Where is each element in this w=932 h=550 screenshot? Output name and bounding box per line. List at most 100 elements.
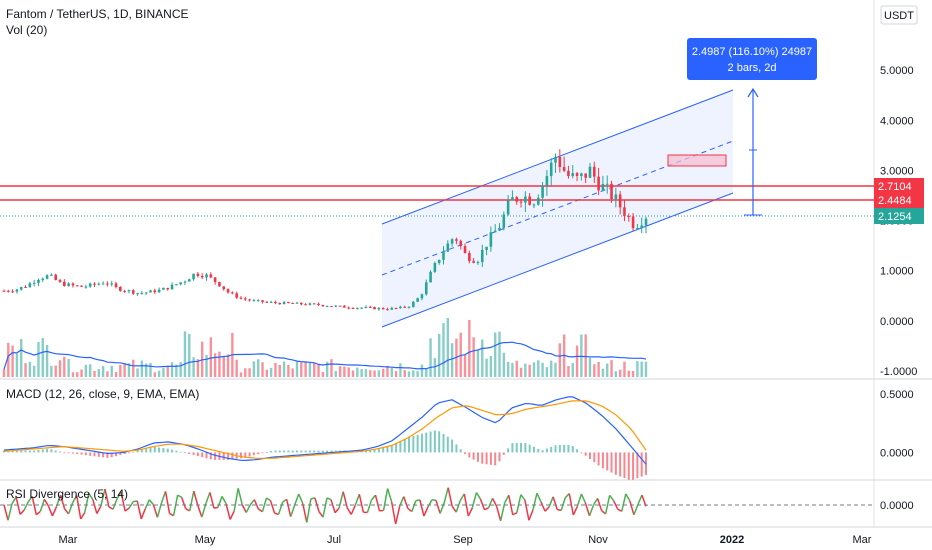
candle-body <box>455 239 458 241</box>
candle-body <box>373 307 376 310</box>
signal-line <box>3 400 647 459</box>
rsi-segment <box>564 493 570 499</box>
macd-hist-bar <box>274 450 277 453</box>
rsi-segment <box>419 499 425 517</box>
chart-title: Fantom / TetherUS, 1D, BINANCE <box>6 7 189 21</box>
rsi-segment <box>455 500 461 513</box>
rsi-segment <box>27 495 33 503</box>
candle-body <box>32 282 36 284</box>
rsi-segment <box>491 497 498 507</box>
macd-hist-bar <box>420 433 423 453</box>
candle-body <box>528 196 531 205</box>
volume-bar <box>338 366 342 377</box>
rsi-segment <box>596 498 603 511</box>
volume-bar <box>15 353 19 377</box>
macd-hist-bar <box>158 447 161 453</box>
rsi-segment <box>544 506 550 512</box>
channel-lower-line[interactable] <box>381 192 734 328</box>
volume-bar <box>37 342 40 377</box>
macd-hist-bar <box>567 444 570 453</box>
candle-body <box>153 290 157 293</box>
macd-hist-bar <box>136 450 139 453</box>
volume-bar <box>291 368 294 377</box>
target-zone-box[interactable] <box>667 154 727 167</box>
candle-body <box>209 274 213 278</box>
macd-hist-bar <box>614 452 617 475</box>
macd-hist-bar <box>313 450 316 453</box>
candle-body <box>485 246 488 250</box>
channel-upper-line[interactable] <box>381 89 734 225</box>
volume-bar <box>265 369 269 377</box>
candle-body <box>140 293 144 295</box>
candle-body <box>7 290 10 292</box>
macd-hist-bar <box>153 446 156 453</box>
rsi-segment <box>19 509 25 515</box>
price-tag-last <box>874 208 924 224</box>
volume-ma-line <box>3 341 647 370</box>
rsi-segment <box>306 498 312 523</box>
volume-bar <box>257 359 260 377</box>
candle-body <box>162 287 165 290</box>
rsi-segment <box>625 493 631 502</box>
volume-bar <box>537 360 540 377</box>
macd-hist-bar <box>464 452 467 455</box>
candle-body <box>183 281 187 283</box>
candle-body <box>549 162 553 177</box>
rsi-segment <box>536 492 542 503</box>
rsi-segment <box>532 493 538 511</box>
rsi-segment <box>241 504 247 513</box>
candle-body <box>416 298 419 302</box>
volume-bar <box>244 368 247 377</box>
rsi-segment <box>318 511 324 518</box>
rsi-segment <box>229 510 235 520</box>
macd-hist-bar <box>59 451 62 453</box>
rsi-segment <box>507 495 514 515</box>
rsi-segment <box>92 499 98 514</box>
price-tick-label: 5.0000 <box>880 65 914 77</box>
rsi-segment <box>47 505 54 517</box>
currency-badge[interactable] <box>880 5 918 25</box>
volume-bar <box>226 354 230 377</box>
volume-bar <box>558 343 562 377</box>
macd-hist-bar <box>145 448 148 453</box>
volume-bar <box>519 367 523 377</box>
candle-body <box>506 200 510 215</box>
candle-body <box>19 287 23 290</box>
macd-hist-bar <box>390 445 393 453</box>
rsi-segment <box>180 497 187 509</box>
candle-body <box>554 156 557 163</box>
rsi-segment <box>495 506 502 522</box>
measure-line2: 2 bars, 2d <box>728 62 777 74</box>
volume-bar <box>76 372 79 377</box>
volume-bar <box>97 369 100 377</box>
candle-body <box>468 253 471 262</box>
rsi-segment <box>467 507 474 517</box>
macd-hist-bar <box>524 443 527 453</box>
candle-body <box>610 183 613 199</box>
macd-hist-bar <box>532 446 535 453</box>
price-tick-label: 0.0000 <box>880 316 914 328</box>
volume-bar <box>93 370 96 377</box>
rsi-segment <box>601 510 607 515</box>
candle-body <box>412 301 415 307</box>
volume-bar <box>162 368 165 377</box>
candle-body <box>157 289 161 293</box>
macd-hist-bar <box>265 452 268 453</box>
volume-bar <box>140 360 144 377</box>
candle-body <box>192 273 195 280</box>
macd-hist-bar <box>11 450 14 453</box>
macd-hist-bar <box>239 452 242 459</box>
volume-bar <box>416 371 419 377</box>
macd-hist-bar <box>106 452 109 458</box>
volume-bar <box>386 365 389 377</box>
volume-bar <box>50 365 53 377</box>
volume-bar <box>114 372 118 377</box>
volume-bar <box>571 363 574 377</box>
volume-bar <box>550 360 553 377</box>
candle-body <box>93 283 96 285</box>
candle-body <box>511 197 514 201</box>
macd-hist-bar <box>192 452 195 456</box>
candle-body <box>15 289 19 292</box>
rsi-segment <box>160 491 167 504</box>
